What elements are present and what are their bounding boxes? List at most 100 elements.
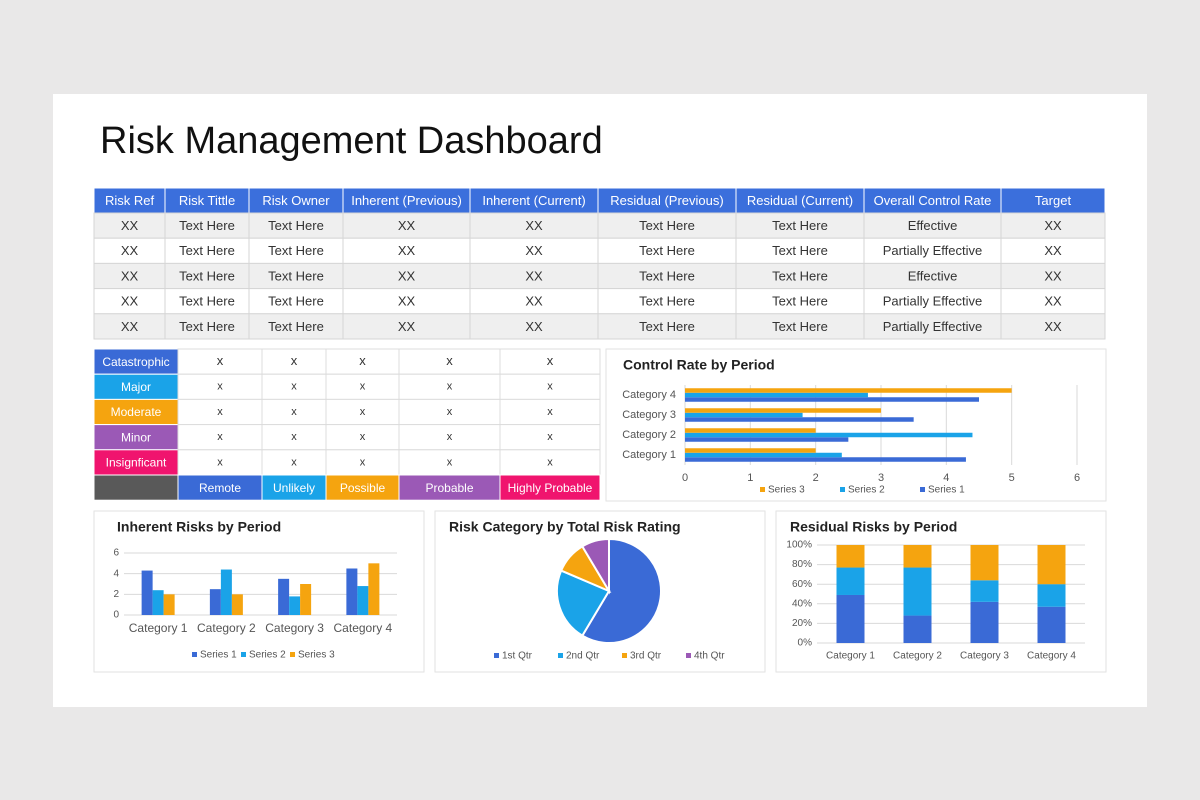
legend-label: 4th Qtr — [694, 651, 725, 662]
x-tick-label: Category 4 — [1027, 651, 1076, 662]
cell-text: Text Here — [268, 218, 324, 233]
cell-text: Text Here — [772, 268, 828, 283]
table-cell — [248, 212, 344, 239]
header-cell — [863, 187, 1002, 214]
matrix-cell-text: x — [360, 381, 366, 393]
table-cell — [248, 288, 344, 315]
table-cell — [469, 212, 599, 239]
matrix-cell-text: x — [447, 406, 453, 418]
cell-text: Effective — [908, 218, 958, 233]
chart-title: Residual Risks by Period — [790, 519, 957, 535]
table-cell — [863, 237, 1002, 264]
table-cell — [1000, 288, 1106, 315]
matrix-cell-text: x — [446, 353, 453, 368]
matrix-column-header — [261, 474, 327, 501]
bar — [685, 408, 881, 413]
table-cell — [1000, 262, 1106, 290]
bar-segment — [836, 594, 865, 643]
matrix-cell — [177, 424, 263, 451]
matrix-cell-text: x — [217, 381, 223, 393]
table-cell — [863, 262, 1002, 290]
legend-label: 2nd Qtr — [566, 651, 600, 662]
cell-text: XX — [1044, 319, 1062, 334]
bar — [368, 563, 380, 615]
y-tick-label: 2 — [113, 589, 119, 600]
legend-label: Series 2 — [848, 485, 885, 496]
bar — [685, 448, 816, 453]
table-cell — [164, 212, 250, 239]
matrix-cell — [398, 449, 501, 476]
cell-text: XX — [398, 294, 416, 309]
header-label: Risk Ref — [105, 193, 155, 208]
matrix-column-header — [499, 474, 601, 501]
legend-swatch — [494, 653, 499, 658]
header-cell — [1000, 187, 1106, 214]
cell-text: Text Here — [179, 319, 235, 334]
matrix-row-label: Minor — [121, 430, 151, 444]
legend-label: Series 1 — [928, 485, 965, 496]
matrix-cell-text: x — [547, 456, 553, 468]
table-cell — [863, 313, 1002, 340]
matrix-cell — [499, 373, 601, 400]
cell-text: Effective — [908, 268, 958, 283]
bar — [209, 589, 221, 615]
bar — [163, 594, 175, 615]
legend-swatch — [622, 653, 627, 658]
table-cell — [863, 212, 1002, 239]
chart-title: Risk Category by Total Risk Rating — [449, 519, 681, 535]
matrix-cell — [398, 348, 501, 375]
legend-label: Series 2 — [249, 650, 286, 661]
matrix-cell — [499, 424, 601, 451]
bar-segment — [970, 545, 999, 581]
bar — [685, 417, 914, 422]
legend-label: 1st Qtr — [502, 651, 533, 662]
table-cell — [597, 212, 737, 239]
x-tick-label: 2 — [813, 472, 819, 484]
bar — [278, 578, 290, 615]
matrix-cell-text: x — [447, 431, 453, 443]
table-cell — [248, 313, 344, 340]
y-tick-label: Category 3 — [622, 409, 676, 421]
y-tick-label: 20% — [792, 618, 812, 629]
header-label: Risk Owner — [262, 193, 330, 208]
header-label: Residual (Current) — [747, 193, 853, 208]
table-cell — [863, 288, 1002, 315]
pie-slice — [556, 569, 611, 638]
bar — [685, 452, 842, 458]
cell-text: Text Here — [179, 243, 235, 258]
table-cell — [1000, 237, 1106, 264]
y-tick-label: Category 4 — [622, 389, 676, 401]
matrix-cell-text: x — [447, 456, 453, 468]
bar — [357, 586, 369, 615]
matrix-cell — [261, 424, 327, 451]
legend-swatch — [192, 652, 197, 657]
matrix-row-label: Insignficant — [106, 456, 167, 470]
bar — [685, 392, 868, 398]
header-label: Target — [1035, 193, 1072, 208]
matrix-column-label: Highly Probable — [508, 481, 593, 495]
chart-card — [605, 348, 1107, 502]
cell-text: XX — [525, 319, 543, 334]
cell-text: Text Here — [639, 243, 695, 258]
legend-label: Series 1 — [200, 650, 237, 661]
legend-swatch — [241, 652, 246, 657]
bar — [685, 432, 973, 438]
matrix-cell — [177, 398, 263, 426]
header-cell — [597, 187, 737, 214]
bar-segment — [903, 615, 932, 643]
table-cell — [93, 313, 166, 340]
legend-label: Series 3 — [768, 485, 805, 496]
matrix-cell — [499, 449, 601, 476]
matrix-cell-text: x — [217, 406, 223, 418]
bar — [141, 570, 153, 615]
cell-text: Text Here — [268, 268, 324, 283]
bar-segment — [1037, 606, 1066, 643]
legend-swatch — [558, 653, 563, 658]
y-tick-label: 0% — [798, 638, 813, 649]
chart-title: Inherent Risks by Period — [117, 519, 281, 535]
matrix-column-header — [398, 474, 501, 501]
matrix-cell — [325, 373, 400, 400]
matrix-cell — [261, 449, 327, 476]
matrix-row-label: Major — [121, 380, 151, 394]
